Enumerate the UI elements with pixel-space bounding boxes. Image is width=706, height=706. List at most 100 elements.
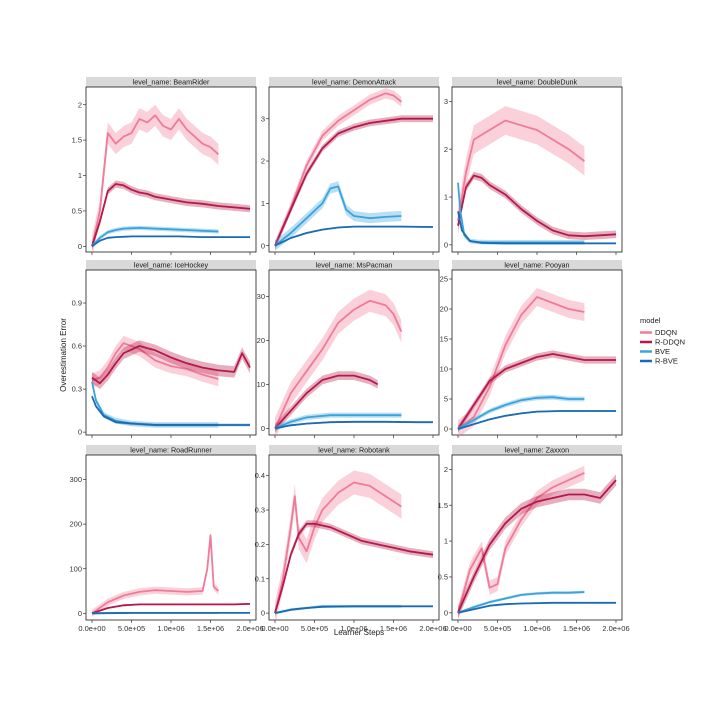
strip-zaxxon — [452, 445, 622, 455]
strip-robotank — [269, 445, 439, 455]
y-tick-label: 200 — [69, 520, 82, 529]
panel-frame — [451, 454, 623, 621]
x-tick-label: 0.0e+00 — [78, 624, 105, 633]
panel-pooyan: level_name: Pooyan 0 5 10 15 20 25 — [440, 260, 623, 438]
y-tick-label: 100 — [69, 564, 82, 573]
y-tick-label: 20 — [257, 336, 265, 345]
legend-label-r-ddqn: R-DDQN — [655, 338, 685, 347]
series-line-ddqn — [457, 472, 585, 614]
y-tick-label: 0.5 — [438, 573, 448, 582]
series-line-bve — [457, 591, 585, 614]
band-ddqn — [92, 336, 219, 388]
series-line-bve — [274, 414, 402, 430]
series-line-r-ddqn — [91, 183, 251, 247]
series-line-bve — [274, 185, 402, 247]
panel-title: level_name: DoubleDunk — [497, 78, 578, 87]
strip-icehockey — [86, 260, 256, 270]
y-axis-title: Overestimation Error — [59, 318, 68, 392]
y-tick-label: 0.6 — [72, 342, 82, 351]
legend-label-ddqn: DDQN — [655, 328, 677, 337]
panel-demonattack: level_name: DemonAttack 0 1 2 3 — [261, 77, 440, 255]
panel-doubledunk: level_name: DoubleDunk 0 1 2 3 — [444, 77, 623, 255]
series-line-ddqn — [91, 114, 220, 247]
y-tick-label: 1 — [261, 199, 265, 208]
x-tick-label: 1.0e+06 — [523, 624, 550, 633]
x-tick-label: 5.0e+05 — [301, 624, 328, 633]
x-tick-label: 5.0e+05 — [118, 624, 145, 633]
series-line-ddqn — [91, 534, 220, 615]
strip-doubledunk — [452, 77, 622, 87]
x-tick-label: 1.0e+06 — [340, 624, 367, 633]
band-ddqn — [275, 470, 402, 626]
y-tick-label: 2 — [444, 145, 448, 154]
panel-icehockey: level_name: IceHockey 0 0.3 0.6 0.9 — [72, 260, 257, 438]
y-tick-label: 5 — [444, 395, 448, 404]
x-tick-label: 5.0e+05 — [484, 624, 511, 633]
series-line-r-ddqn — [91, 603, 251, 615]
band-ddqn — [458, 288, 585, 438]
series-line-r-bve — [457, 211, 616, 245]
y-tick-label: 2 — [78, 100, 82, 109]
strip-mspacman — [269, 260, 439, 270]
series-line-r-bve — [91, 395, 250, 426]
band-bve — [92, 225, 219, 249]
x-tick-label: 2.0e+06 — [419, 624, 446, 633]
x-tick-label: 1.5e+06 — [563, 624, 590, 633]
series-line-ddqn — [91, 342, 219, 382]
series-line-r-bve — [274, 225, 434, 247]
strip-beamrider — [86, 77, 256, 87]
series-line-r-bve — [274, 605, 433, 614]
panel-title: level_name: Pooyan — [504, 261, 569, 270]
y-tick-label: 0.5 — [72, 207, 82, 216]
panel-title: level_name: DemonAttack — [312, 78, 396, 87]
panel-mspacman: level_name: MsPacman 0 10 20 30 — [257, 260, 440, 440]
series-line-r-ddqn — [457, 479, 617, 614]
y-tick-label: 0 — [78, 609, 82, 618]
panel-title: level_name: BeamRider — [133, 78, 210, 87]
band-r-ddqn — [92, 180, 250, 250]
band-r-ddqn — [458, 171, 616, 240]
y-tick-label: 1 — [78, 171, 82, 180]
y-tick-label: 0 — [444, 240, 448, 249]
y-tick-label: 0 — [444, 608, 448, 617]
x-axis-title: Learner Steps — [334, 628, 384, 637]
legend-title: model — [640, 316, 661, 325]
series-line-ddqn — [274, 481, 402, 614]
panel-title: level_name: IceHockey — [134, 261, 209, 270]
band-r-bve — [458, 410, 616, 430]
x-tick-label: 0.0e+00 — [444, 624, 471, 633]
series-line-ddqn — [457, 119, 585, 222]
series-line-r-bve — [457, 601, 616, 614]
y-tick-label: 0.2 — [255, 540, 265, 549]
band-r-ddqn — [458, 350, 616, 433]
panel-grid: level_name: BeamRider00.511.52level_name… — [69, 77, 630, 633]
y-tick-label: 0.9 — [72, 299, 82, 308]
band-bve — [92, 379, 219, 428]
series-line-r-bve — [457, 410, 616, 430]
panel-zaxxon: level_name: Zaxxon 0 0.5 1 1.5 2 0.0e+00 5.0e+0… — [438, 445, 630, 633]
y-tick-label: 2 — [261, 157, 265, 166]
y-tick-label: 2 — [444, 465, 448, 474]
panel-title: level_name: Zaxxon — [505, 446, 569, 455]
y-tick-label: 10 — [440, 365, 448, 374]
series-line-r-ddqn — [457, 353, 616, 430]
strip-demonattack — [269, 77, 439, 87]
legend-label-bve: BVE — [655, 347, 670, 356]
y-tick-label: 10 — [257, 380, 265, 389]
x-tick-label: 2.0e+06 — [602, 624, 629, 633]
y-tick-label: 0.1 — [255, 574, 265, 583]
panel-robotank: level_name: Robotank 0 0.1 0.2 0.3 0.4 0.0e+00… — [255, 445, 447, 633]
band-ddqn — [458, 106, 585, 236]
y-tick-label: 15 — [440, 335, 448, 344]
y-tick-label: 0 — [261, 609, 265, 618]
y-tick-label: 3 — [261, 114, 265, 123]
band-r-ddqn — [275, 371, 378, 433]
series-line-r-ddqn — [274, 117, 433, 247]
y-tick-label: 30 — [257, 292, 265, 301]
series-line-r-ddqn — [457, 174, 617, 238]
y-tick-label: 0.3 — [72, 385, 82, 394]
y-tick-label: 25 — [440, 275, 448, 284]
series-line-r-bve — [91, 235, 250, 248]
